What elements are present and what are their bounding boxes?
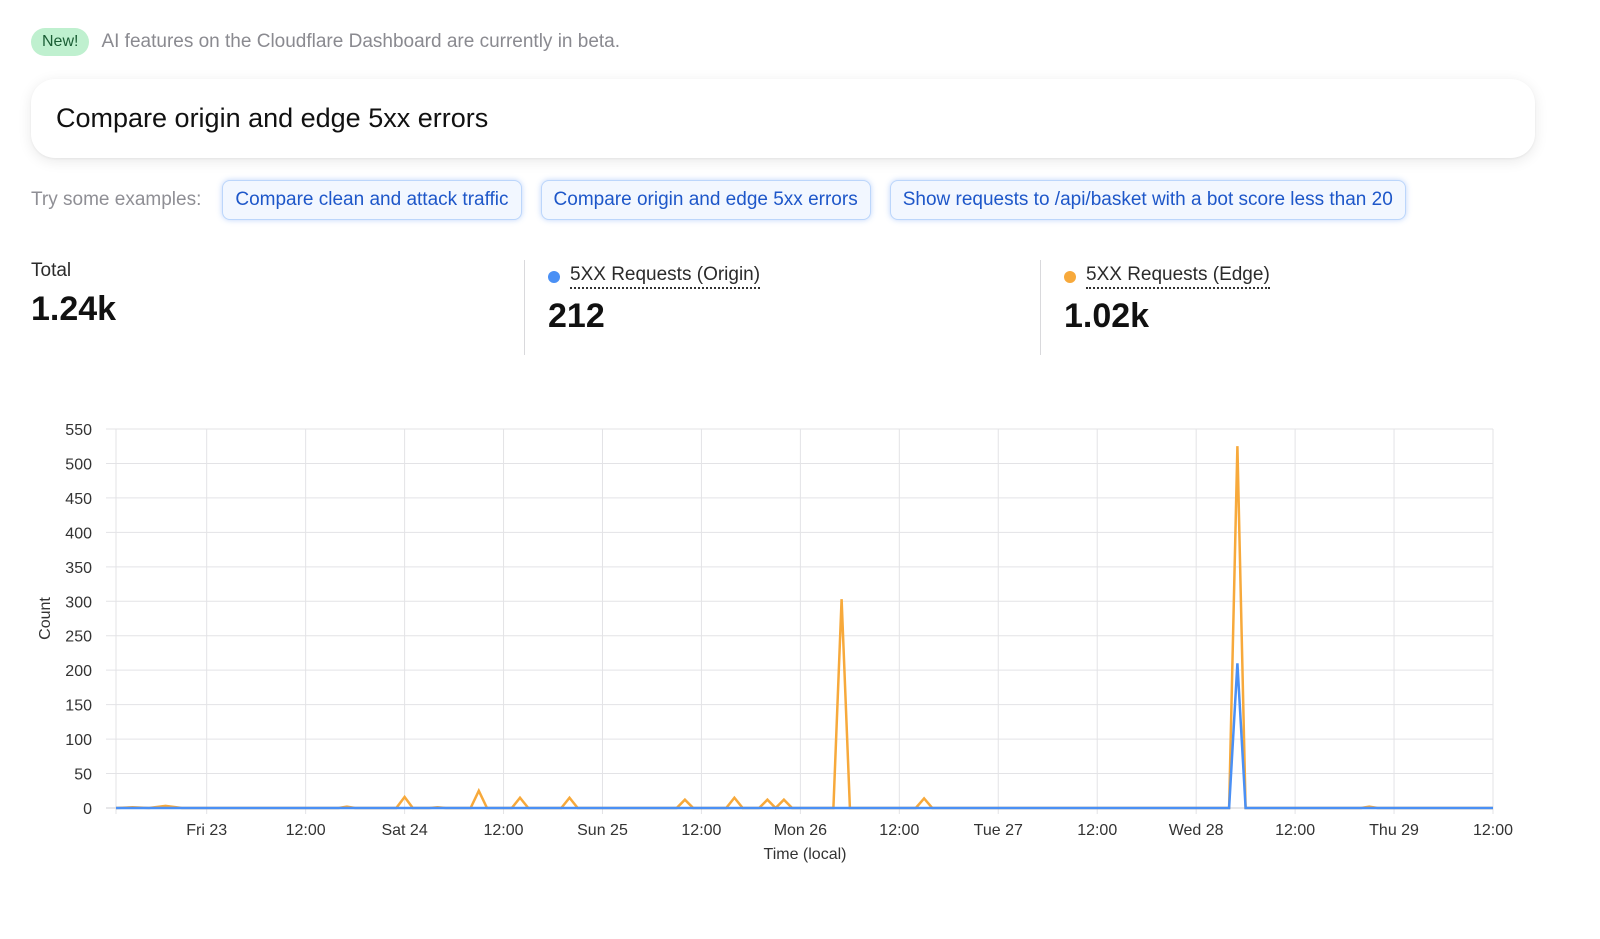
stat-edge: 5XX Requests (Edge) 1.02k [1064, 260, 1270, 355]
y-tick-label: 400 [65, 525, 92, 542]
query-text: Compare origin and edge 5xx errors [56, 103, 489, 133]
example-chip-clean-attack[interactable]: Compare clean and attack traffic [222, 180, 522, 220]
origin-legend-dot [548, 270, 560, 283]
stat-origin-value: 212 [548, 297, 605, 335]
stat-edge-value: 1.02k [1064, 297, 1150, 335]
y-tick-label: 300 [65, 594, 92, 611]
stats-summary: Total 1.24k 5XX Requests (Origin) 212 5X… [31, 260, 1567, 355]
x-tick-label: Thu 29 [1369, 822, 1419, 839]
y-tick-label: 200 [65, 663, 92, 680]
y-tick-label: 150 [65, 698, 92, 715]
stat-total-value: 1.24k [31, 290, 117, 328]
x-tick-label: Sun 25 [577, 822, 628, 839]
stat-divider [524, 260, 525, 355]
y-tick-label: 350 [65, 560, 92, 577]
origin-series-line [116, 663, 1493, 810]
x-tick-label: Wed 28 [1169, 822, 1224, 839]
example-chip-api-basket[interactable]: Show requests to /api/basket with a bot … [889, 180, 1406, 220]
example-chip-origin-edge[interactable]: Compare origin and edge 5xx errors [540, 180, 871, 220]
x-tick-label: 12:00 [681, 822, 721, 839]
y-tick-label: 0 [83, 801, 92, 818]
new-badge: New! [31, 28, 90, 56]
query-input[interactable]: Compare origin and edge 5xx errors [31, 79, 1535, 158]
y-tick-label: 100 [65, 732, 92, 749]
timeseries-chart: 0 50 100 150 200 250 300 350 400 450 500 550 Fri 23 1… [0, 400, 1600, 880]
beta-banner: New! AI features on the Cloudflare Dashb… [31, 28, 620, 56]
y-tick-label: 250 [65, 629, 92, 646]
x-tick-label: 12:00 [484, 822, 524, 839]
x-axis-title: Time (local) [764, 846, 847, 863]
x-tick-label: Sat 24 [381, 822, 427, 839]
stat-total: Total 1.24k [31, 260, 116, 355]
edge-legend-dot [1064, 270, 1076, 283]
stat-edge-label[interactable]: 5XX Requests (Edge) [1086, 264, 1270, 289]
stat-total-label: Total [31, 260, 72, 281]
x-tick-label: Mon 26 [774, 822, 827, 839]
stat-origin-label[interactable]: 5XX Requests (Origin) [570, 264, 761, 289]
x-tick-label: 12:00 [1077, 822, 1117, 839]
stat-origin: 5XX Requests (Origin) 212 [548, 260, 761, 355]
y-tick-label: 450 [65, 491, 92, 508]
x-tick-label: Fri 23 [186, 822, 227, 839]
examples-row: Try some examples: Compare clean and att… [31, 180, 1406, 220]
edge-series-line [115, 446, 1493, 810]
x-tick-label: Tue 27 [974, 822, 1023, 839]
y-axis-title: Count [37, 597, 54, 640]
x-tick-label: 12:00 [1275, 822, 1315, 839]
beta-notice: AI features on the Cloudflare Dashboard … [101, 31, 621, 52]
examples-label: Try some examples: [31, 189, 202, 210]
x-tick-label: 12:00 [286, 822, 326, 839]
chart-svg: 0 50 100 150 200 250 300 350 400 450 500 550 Fri 23 1… [37, 422, 1513, 863]
y-tick-label: 50 [74, 767, 92, 784]
x-tick-label: 12:00 [1473, 822, 1513, 839]
y-tick-label: 500 [65, 456, 92, 473]
stat-divider [1040, 260, 1041, 355]
x-tick-label: 12:00 [879, 822, 919, 839]
y-tick-label: 550 [65, 422, 92, 439]
